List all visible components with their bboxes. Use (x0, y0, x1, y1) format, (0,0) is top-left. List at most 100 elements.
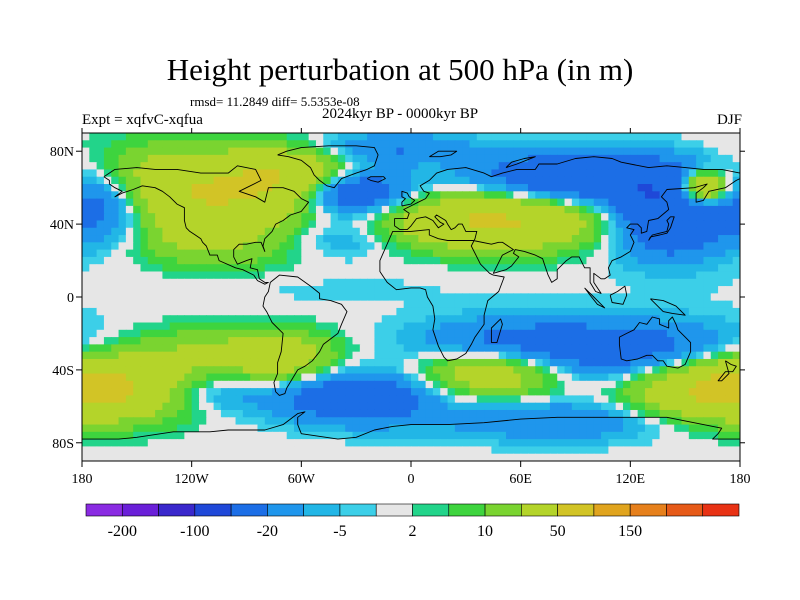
field-cell (527, 409, 536, 418)
field-cell (330, 373, 339, 382)
field-cell (623, 380, 631, 389)
field-cell (242, 366, 251, 375)
field-cell (644, 337, 653, 345)
field-cell (623, 424, 631, 433)
field-cell (169, 133, 178, 141)
field-cell (674, 453, 683, 461)
field-cell (96, 431, 105, 440)
field-cell (425, 147, 434, 156)
field-cell (418, 264, 427, 273)
field-cell (264, 213, 273, 222)
field-cell (250, 154, 259, 163)
field-cell (367, 402, 376, 411)
field-cell (374, 344, 383, 353)
field-cell (615, 235, 624, 243)
field-cell (623, 431, 631, 440)
field-cell (374, 242, 383, 251)
field-cell (162, 286, 171, 294)
field-cell (440, 242, 449, 251)
colorbar-box (158, 503, 196, 517)
field-cell (359, 286, 368, 294)
field-cell (89, 271, 98, 280)
field-cell (506, 395, 514, 404)
field-cell (469, 278, 478, 287)
field-cell (696, 380, 705, 389)
field-cell (527, 322, 536, 331)
field-cell (557, 235, 566, 243)
field-cell (272, 278, 280, 287)
field-cell (308, 249, 317, 258)
field-cell (242, 147, 251, 156)
field-cell (506, 315, 514, 324)
field-cell (162, 176, 171, 185)
field-cell (155, 344, 164, 353)
field-cell (601, 133, 609, 141)
field-cell (564, 366, 573, 375)
field-cell (454, 286, 463, 294)
field-cell (476, 242, 485, 251)
field-cell (389, 417, 397, 426)
field-cell (535, 373, 544, 382)
field-cell (718, 256, 726, 265)
field-cell (242, 439, 251, 448)
field-cell (352, 191, 361, 200)
field-cell (491, 176, 500, 185)
field-cell (345, 205, 354, 214)
field-cell (155, 453, 164, 461)
field-cell (425, 395, 434, 404)
field-cell (103, 213, 112, 222)
field-cell (272, 366, 280, 375)
field-cell (425, 184, 434, 192)
field-cell (527, 213, 536, 222)
field-cell (469, 133, 478, 141)
field-cell (476, 162, 485, 171)
field-cell (118, 147, 127, 156)
field-cell (418, 315, 427, 324)
field-cell (352, 154, 361, 163)
field-cell (535, 322, 544, 331)
field-cell (571, 271, 580, 280)
colorbar-box (666, 503, 704, 517)
field-cell (579, 300, 588, 309)
field-cell (659, 337, 668, 345)
field-cell (571, 329, 580, 338)
field-cell (155, 373, 164, 382)
field-cell (630, 322, 639, 331)
field-cell (579, 424, 588, 433)
field-cell (608, 205, 617, 214)
field-cell (425, 358, 434, 367)
field-cell (242, 198, 251, 207)
field-cell (315, 213, 324, 222)
field-cell (520, 147, 529, 156)
field-cell (177, 176, 185, 185)
field-cell (198, 366, 207, 375)
field-cell (696, 446, 705, 455)
field-cell (184, 235, 193, 243)
field-cell (96, 227, 105, 236)
field-cell (345, 154, 354, 163)
field-cell (425, 388, 434, 396)
field-cell (637, 322, 646, 331)
field-cell (601, 162, 609, 171)
field-cell (571, 380, 580, 389)
field-cell (586, 409, 595, 418)
field-cell (257, 242, 266, 251)
field-cell (498, 140, 507, 149)
field-cell (279, 140, 288, 149)
field-cell (206, 213, 215, 222)
field-cell (155, 133, 164, 141)
field-cell (345, 286, 354, 294)
field-cell (374, 220, 383, 229)
field-cell (294, 373, 302, 382)
field-cell (162, 140, 171, 149)
field-cell (286, 191, 295, 200)
field-cell (250, 227, 259, 236)
field-cell (315, 227, 324, 236)
field-cell (601, 140, 609, 149)
field-cell (330, 402, 339, 411)
field-cell (630, 256, 639, 265)
field-cell (462, 337, 471, 345)
field-cell (601, 249, 609, 258)
field-cell (513, 337, 522, 345)
field-cell (418, 205, 427, 214)
